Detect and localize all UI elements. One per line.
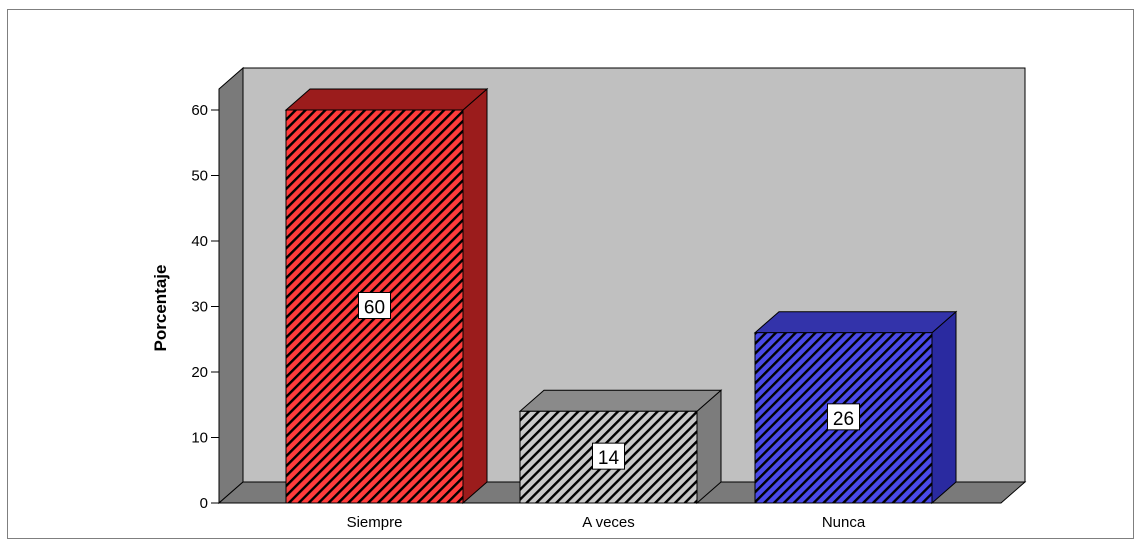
y-tick-label: 60 [191, 102, 208, 119]
x-category-label: Nunca [822, 514, 866, 531]
bar-a-veces: 14 [518, 389, 723, 505]
y-axis-title: Porcentaje [151, 265, 170, 352]
data-label: 60 [358, 292, 391, 319]
y-tick-label: 0 [200, 495, 208, 512]
x-category-label: Siempre [347, 514, 403, 531]
data-label-text: 60 [364, 298, 385, 319]
x-category-label: A veces [582, 514, 635, 531]
data-label: 26 [827, 403, 860, 431]
left-side-wall [218, 66, 244, 505]
bar-side-face [462, 87, 488, 505]
bar-top-face [518, 389, 723, 412]
bar-nunca: 26 [753, 310, 958, 505]
bar-side-face [931, 310, 957, 505]
data-label-box [592, 442, 625, 470]
y-tick-label: 50 [191, 168, 208, 185]
y-tick-label: 30 [191, 299, 208, 316]
data-label-text: 26 [833, 409, 854, 430]
data-label: 14 [592, 442, 625, 470]
data-label-text: 14 [598, 448, 620, 469]
bar-siempre: 60 [284, 87, 489, 505]
bar-chart: 0 10 20 30 40 50 60 60 14 26 Siempre A veces Nunca… [151, 66, 1027, 531]
y-tick-label: 20 [191, 364, 208, 381]
data-label-box [358, 292, 391, 319]
y-tick-label: 10 [191, 430, 208, 447]
chart-frame: 0 10 20 30 40 50 60 60 14 26 Siempre A veces Nunca… [7, 9, 1134, 539]
bar-top-face [753, 311, 958, 334]
y-tick-label: 40 [191, 233, 208, 250]
data-label-box [827, 403, 860, 431]
y-axis: 0 10 20 30 40 50 60 [191, 89, 220, 512]
bar-top-face [284, 88, 489, 111]
x-axis: Siempre A veces Nunca [347, 514, 866, 531]
bars: 60 14 26 [284, 87, 958, 505]
